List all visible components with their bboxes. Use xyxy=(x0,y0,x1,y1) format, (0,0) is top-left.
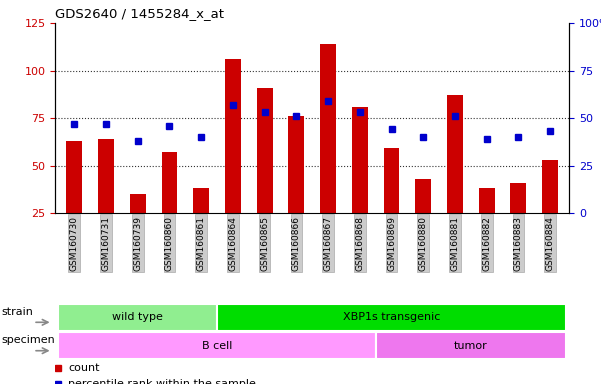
Bar xyxy=(447,95,463,213)
Text: GSM160731: GSM160731 xyxy=(102,216,111,271)
Text: GSM160868: GSM160868 xyxy=(355,216,364,271)
Bar xyxy=(217,303,566,331)
Bar xyxy=(479,189,495,213)
Bar xyxy=(352,107,368,213)
Text: B cell: B cell xyxy=(202,341,232,351)
Bar xyxy=(130,194,145,213)
Bar xyxy=(66,141,82,213)
Bar xyxy=(383,149,400,213)
Text: GSM160867: GSM160867 xyxy=(323,216,332,271)
Text: GSM160869: GSM160869 xyxy=(387,216,396,271)
Text: GSM160882: GSM160882 xyxy=(482,216,491,271)
Text: GDS2640 / 1455284_x_at: GDS2640 / 1455284_x_at xyxy=(55,7,224,20)
Text: GSM160864: GSM160864 xyxy=(228,216,237,271)
Text: GSM160860: GSM160860 xyxy=(165,216,174,271)
Bar xyxy=(510,183,526,213)
Text: count: count xyxy=(68,364,100,374)
Text: percentile rank within the sample: percentile rank within the sample xyxy=(68,379,256,384)
Text: XBP1s transgenic: XBP1s transgenic xyxy=(343,312,440,322)
Text: GSM160880: GSM160880 xyxy=(419,216,428,271)
Bar xyxy=(257,88,273,213)
Text: strain: strain xyxy=(1,307,33,317)
Text: specimen: specimen xyxy=(1,336,55,346)
Text: GSM160865: GSM160865 xyxy=(260,216,269,271)
Text: GSM160866: GSM160866 xyxy=(292,216,301,271)
Bar xyxy=(376,332,566,359)
Bar xyxy=(162,152,177,213)
Bar xyxy=(288,116,304,213)
Bar xyxy=(320,44,336,213)
Bar xyxy=(225,59,241,213)
Text: GSM160883: GSM160883 xyxy=(514,216,523,271)
Text: wild type: wild type xyxy=(112,312,163,322)
Bar xyxy=(98,139,114,213)
Bar xyxy=(542,160,558,213)
Bar xyxy=(58,303,217,331)
Text: GSM160730: GSM160730 xyxy=(70,216,79,271)
Bar xyxy=(415,179,431,213)
Text: tumor: tumor xyxy=(454,341,487,351)
Text: GSM160861: GSM160861 xyxy=(197,216,206,271)
Bar xyxy=(194,189,209,213)
Bar xyxy=(58,332,376,359)
Text: GSM160884: GSM160884 xyxy=(546,216,555,271)
Text: GSM160739: GSM160739 xyxy=(133,216,142,271)
Text: GSM160881: GSM160881 xyxy=(451,216,459,271)
